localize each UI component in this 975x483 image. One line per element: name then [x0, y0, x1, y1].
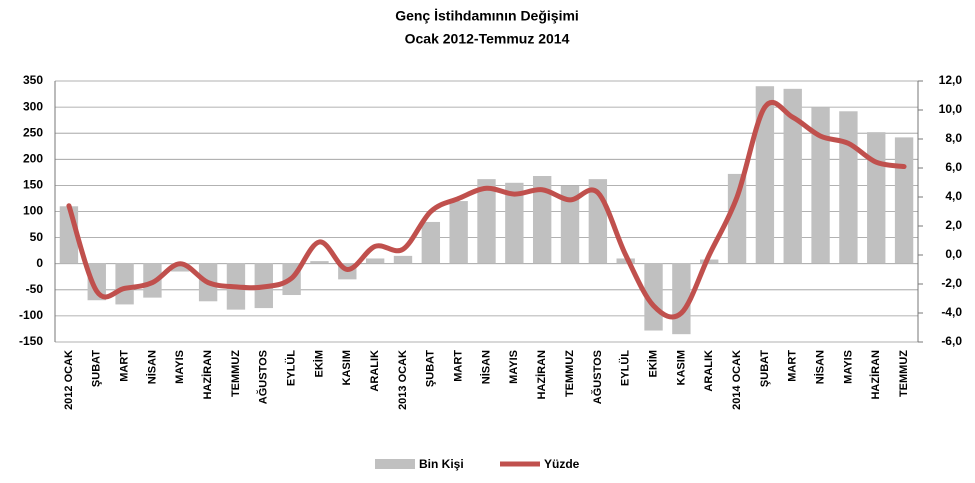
chart-subtitle: Ocak 2012-Temmuz 2014	[405, 31, 570, 47]
bar	[393, 255, 413, 264]
x-tick-label: TEMMUZ	[898, 350, 910, 397]
x-tick-label: EKİM	[312, 350, 325, 378]
y-tick-label: 50	[30, 230, 44, 244]
x-tick-label: MAYIS	[174, 350, 186, 384]
x-tick-label: TEMMUZ	[230, 350, 242, 397]
y2-tick-label: 6,0	[945, 160, 962, 174]
x-tick-label: MART	[119, 350, 131, 382]
x-tick-label: 2013 OCAK	[397, 350, 409, 410]
y2-tick-label: -2,0	[941, 276, 962, 290]
x-tick-label: HAZİRAN	[535, 350, 548, 400]
bar	[839, 111, 858, 264]
x-tick-label: NİSAN	[479, 350, 492, 384]
chart-title: Genç İstihdamının Değişimi	[395, 8, 579, 24]
x-tick-label: MART	[787, 350, 799, 382]
x-tick-label: HAZİRAN	[869, 350, 882, 400]
x-tick-label: KASIM	[341, 350, 353, 385]
x-tick-label: 2012 OCAK	[63, 350, 75, 410]
y-tick-label: 100	[23, 204, 43, 218]
x-tick-label: AĞUSTOS	[257, 350, 270, 404]
y2-tick-label: 12,0	[939, 73, 963, 87]
bar	[700, 259, 719, 264]
x-tick-label: EKİM	[646, 350, 659, 378]
bar	[811, 107, 830, 264]
line	[66, 99, 907, 320]
y-tick-label: 0	[36, 256, 43, 270]
x-tick-label: EYLÜL	[619, 350, 632, 386]
y-tick-label: 200	[23, 151, 43, 165]
bar	[115, 263, 134, 305]
x-tick-label: MAYIS	[508, 350, 520, 384]
x-tick-label: ARALIK	[703, 350, 715, 392]
y2-tick-label: 4,0	[945, 189, 962, 203]
bar	[867, 132, 886, 264]
x-tick-label: ŞUBAT	[759, 350, 771, 387]
y-tick-label: 300	[23, 99, 43, 113]
y-tick-label: -50	[26, 282, 44, 296]
bar	[755, 86, 775, 264]
bar	[365, 258, 385, 264]
bar	[616, 258, 635, 264]
bar	[505, 182, 524, 264]
bar	[560, 185, 580, 264]
y2-tick-label: 0,0	[945, 247, 962, 261]
x-tick-label: KASIM	[675, 350, 687, 385]
x-tick-label: NİSAN	[813, 350, 826, 384]
x-tick-label: MAYIS	[842, 350, 854, 384]
legend-label: Yüzde	[544, 457, 580, 471]
y-tick-label: 350	[23, 73, 43, 87]
bar	[532, 176, 552, 264]
y2-tick-label: 8,0	[945, 131, 962, 145]
x-tick-label: 2014 OCAK	[731, 350, 743, 410]
x-tick-label: ŞUBAT	[91, 350, 103, 387]
bar	[421, 221, 441, 264]
bar	[894, 137, 914, 264]
y-tick-label: -100	[19, 308, 43, 322]
x-tick-label: TEMMUZ	[564, 350, 576, 397]
bar	[171, 263, 190, 272]
x-tick-label: ŞUBAT	[425, 350, 437, 387]
bar	[87, 263, 106, 301]
y2-tick-label: 10,0	[939, 102, 963, 116]
bar	[477, 179, 496, 264]
bar	[727, 173, 747, 264]
bar	[310, 261, 329, 264]
y2-tick-label: -4,0	[941, 305, 962, 319]
y-tick-label: 150	[23, 178, 43, 192]
x-tick-label: ARALIK	[369, 350, 381, 392]
x-tick-label: EYLÜL	[285, 350, 298, 386]
x-tick-label: AĞUSTOS	[591, 350, 604, 404]
legend-swatch	[375, 459, 415, 469]
y-tick-label: -150	[19, 334, 43, 348]
x-tick-label: NİSAN	[145, 350, 158, 384]
bar	[449, 201, 468, 264]
legend-label: Bin Kişi	[419, 457, 464, 471]
bar	[644, 263, 663, 331]
x-tick-label: MART	[453, 350, 465, 382]
x-tick-label: HAZİRAN	[201, 350, 214, 400]
y2-tick-label: -6,0	[941, 334, 962, 348]
y2-tick-label: 2,0	[945, 218, 962, 232]
y-tick-label: 250	[23, 125, 43, 139]
bar	[783, 88, 802, 264]
